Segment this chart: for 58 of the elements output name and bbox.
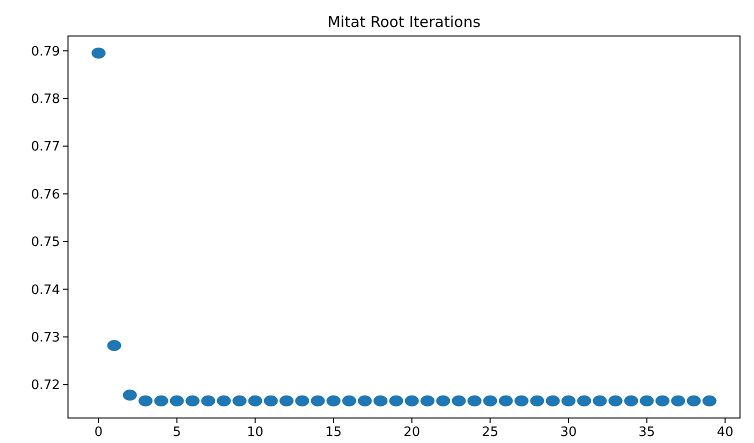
point xyxy=(530,395,544,406)
point xyxy=(655,395,670,406)
point xyxy=(374,395,388,406)
point xyxy=(264,395,278,406)
point xyxy=(467,395,482,406)
point xyxy=(404,395,419,406)
point xyxy=(154,395,168,406)
y-tick-label: 0.76 xyxy=(31,187,60,202)
point xyxy=(248,395,262,406)
point xyxy=(640,395,654,406)
point xyxy=(122,390,137,401)
x-tick-label: 30 xyxy=(560,425,577,440)
point xyxy=(483,395,498,406)
x-tick-label: 10 xyxy=(246,425,264,440)
point xyxy=(702,395,716,406)
x-tick-label: 5 xyxy=(172,425,182,440)
x-tick-label: 35 xyxy=(638,425,656,440)
point xyxy=(608,395,622,406)
y-tick-label: 0.74 xyxy=(31,282,60,298)
x-tick-label: 25 xyxy=(482,425,498,440)
point xyxy=(280,395,294,406)
point xyxy=(436,395,450,406)
y-tick-label: 0.78 xyxy=(31,92,60,108)
point xyxy=(310,395,325,406)
point xyxy=(92,48,106,59)
point xyxy=(686,395,701,406)
point xyxy=(358,395,372,406)
point xyxy=(420,395,434,406)
point xyxy=(624,395,638,406)
point xyxy=(577,395,592,406)
x-tick-label: 15 xyxy=(325,425,342,440)
point xyxy=(107,340,122,352)
point xyxy=(138,395,153,406)
point xyxy=(546,395,560,406)
point xyxy=(671,395,686,406)
y-tick-label: 0.75 xyxy=(31,235,60,250)
point xyxy=(232,395,247,406)
point xyxy=(170,395,184,406)
point xyxy=(216,395,231,406)
point xyxy=(295,395,310,406)
point xyxy=(342,395,356,406)
point xyxy=(186,395,200,406)
x-tick-label: 40 xyxy=(716,425,734,440)
point xyxy=(326,395,341,406)
point xyxy=(389,395,404,406)
point xyxy=(592,395,607,406)
point xyxy=(561,395,576,406)
y-tick-label: 0.72 xyxy=(31,378,60,394)
point xyxy=(452,395,466,406)
point xyxy=(201,395,216,406)
point xyxy=(514,395,528,406)
y-tick-label: 0.77 xyxy=(31,140,60,155)
x-tick-label: 0 xyxy=(94,425,103,440)
point xyxy=(498,395,513,406)
chart-title: Mitat Root Iterations xyxy=(327,13,481,31)
y-tick-label: 0.73 xyxy=(31,330,60,346)
y-tick-label: 0.79 xyxy=(31,44,60,60)
x-tick-label: 20 xyxy=(404,425,420,440)
